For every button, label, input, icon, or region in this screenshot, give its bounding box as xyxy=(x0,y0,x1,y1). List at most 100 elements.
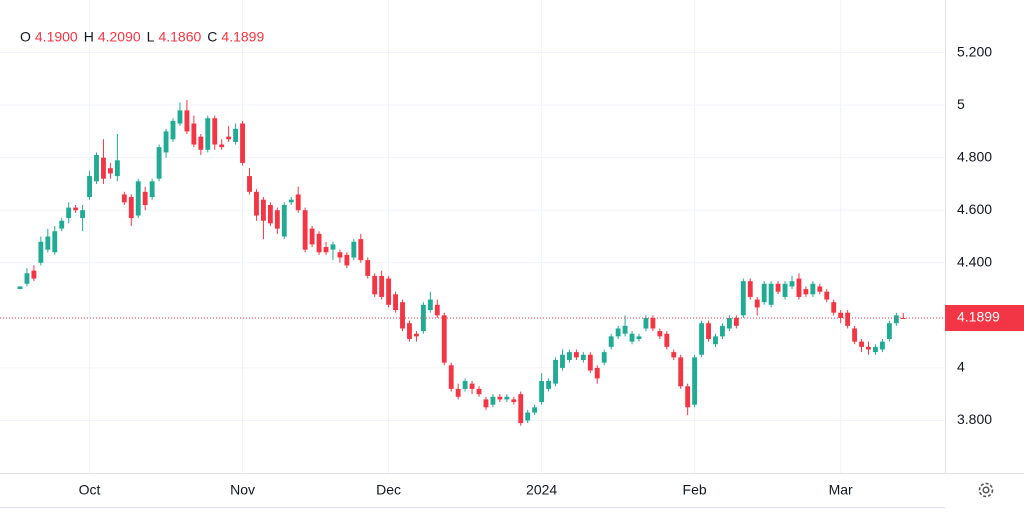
candle-body xyxy=(838,312,844,318)
legend-key: H xyxy=(84,29,94,45)
candle-body xyxy=(309,228,315,245)
candle-body xyxy=(817,286,823,292)
candle-body xyxy=(45,236,51,250)
candle-body xyxy=(407,323,412,339)
candle-body xyxy=(504,396,510,400)
candle-body xyxy=(567,352,572,361)
candle-body xyxy=(782,283,788,297)
x-tick-label: Nov xyxy=(230,482,255,498)
candle-body xyxy=(455,388,461,397)
candle-body xyxy=(212,118,218,145)
candle-body xyxy=(448,365,454,389)
candle-body xyxy=(532,407,538,413)
candle-body xyxy=(393,294,398,311)
candle-body xyxy=(24,273,30,284)
candle-body xyxy=(622,325,628,334)
legend-value: 4.2090 xyxy=(98,29,141,45)
candle-body xyxy=(740,281,746,316)
candle-body xyxy=(845,312,851,326)
candle-body xyxy=(580,354,586,361)
candle-body xyxy=(706,323,711,339)
candle-body xyxy=(191,123,197,145)
x-tick-label: Oct xyxy=(79,482,101,498)
candle-body xyxy=(121,194,127,203)
x-tick-label: 2024 xyxy=(526,482,557,498)
candle-body xyxy=(80,210,86,219)
candle-body xyxy=(713,336,718,345)
y-tick-label: 4.800 xyxy=(957,148,992,164)
candle-body xyxy=(233,128,239,142)
candle-body xyxy=(372,275,378,295)
candle-body xyxy=(761,283,767,303)
candle-body xyxy=(886,323,892,339)
candle-body xyxy=(107,168,113,174)
candle-body xyxy=(733,317,739,326)
candle-body xyxy=(650,317,656,329)
candle-body xyxy=(260,199,266,221)
candle-body xyxy=(879,341,885,350)
candle-body xyxy=(789,281,795,287)
candle-body xyxy=(685,386,691,408)
candle-body xyxy=(358,239,364,261)
candle-body xyxy=(859,341,864,347)
candle-body xyxy=(351,241,357,258)
candle-body xyxy=(768,283,774,305)
candle-body xyxy=(539,381,545,403)
candle-body xyxy=(692,357,698,405)
legend-value: 4.1900 xyxy=(35,29,78,45)
candle-body xyxy=(386,278,392,305)
candle-body xyxy=(330,244,336,250)
candle-body xyxy=(240,123,245,163)
candle-body xyxy=(38,241,44,263)
x-tick-label: Feb xyxy=(683,482,707,498)
candle-body xyxy=(156,147,162,179)
candle-body xyxy=(462,381,468,389)
candle-body xyxy=(379,275,385,297)
candle-body xyxy=(31,270,37,279)
candle-body xyxy=(775,283,781,292)
settings-icon[interactable] xyxy=(978,482,994,498)
candle-body xyxy=(594,367,600,379)
candle-body xyxy=(866,346,871,350)
last-price-label: 4.1899 xyxy=(957,309,1000,325)
candle-body xyxy=(344,254,350,266)
candle-body xyxy=(247,176,252,192)
x-tick-label: Dec xyxy=(376,482,401,498)
candle-body xyxy=(101,157,106,179)
candle-body xyxy=(726,317,732,329)
candle-body xyxy=(796,278,802,297)
candle-body xyxy=(629,333,635,342)
settings-gear[interactable] xyxy=(978,482,994,498)
candle-body xyxy=(142,191,148,205)
candle-body xyxy=(469,383,475,389)
candle-body xyxy=(720,325,725,337)
candle-body xyxy=(657,331,663,337)
candle-body xyxy=(135,181,141,216)
candle-body xyxy=(302,210,308,250)
candle-body xyxy=(587,354,593,371)
candle-body xyxy=(149,181,155,198)
legend-key: O xyxy=(20,29,31,45)
candle-body xyxy=(573,352,579,358)
settings-hub[interactable] xyxy=(982,486,990,494)
candle-body xyxy=(73,207,79,211)
candle-body xyxy=(163,131,169,153)
candle-body xyxy=(893,315,899,324)
candle-body xyxy=(128,197,134,219)
candle-body xyxy=(824,291,830,300)
candle-body xyxy=(66,207,72,219)
candle-body xyxy=(400,302,405,329)
candle-body xyxy=(518,394,524,424)
candle-body xyxy=(94,155,99,182)
candle-body xyxy=(184,110,190,132)
candle-body xyxy=(288,199,294,203)
candle-body xyxy=(754,299,760,308)
legend-key: C xyxy=(207,29,217,45)
y-tick-label: 4.600 xyxy=(957,201,992,217)
candle-body xyxy=(59,220,65,229)
candle-body xyxy=(601,352,607,363)
candle-body xyxy=(52,231,58,253)
candle-body xyxy=(803,289,809,295)
candle-body xyxy=(17,286,23,290)
legend-key: L xyxy=(147,29,155,45)
